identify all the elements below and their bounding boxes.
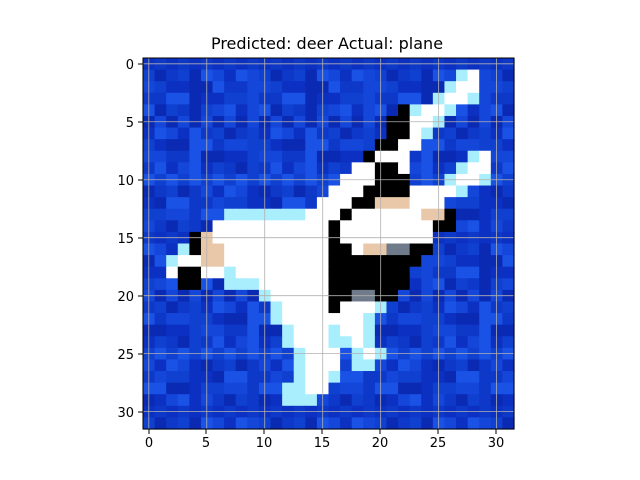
y-tick-30: 30 (117, 406, 143, 421)
y-tick-0: 0 (126, 58, 143, 73)
svg-text:20: 20 (117, 290, 134, 305)
svg-text:5: 5 (202, 436, 210, 451)
svg-text:15: 15 (117, 232, 134, 247)
x-tick-5: 5 (202, 429, 210, 451)
y-tick-25: 25 (117, 348, 143, 363)
x-axis: 0 5 10 15 20 25 30 (145, 429, 504, 451)
svg-text:0: 0 (126, 58, 134, 73)
svg-text:25: 25 (430, 436, 447, 451)
svg-text:30: 30 (117, 406, 134, 421)
svg-text:30: 30 (488, 436, 505, 451)
y-tick-20: 20 (117, 290, 143, 305)
x-tick-30: 30 (488, 429, 505, 451)
axes-frame (142, 57, 515, 430)
y-tick-10: 10 (117, 174, 143, 189)
plot-title: Predicted: deer Actual: plane (211, 34, 443, 53)
image-pixels (143, 58, 515, 430)
svg-text:15: 15 (314, 436, 331, 451)
svg-text:10: 10 (256, 436, 273, 451)
grid-lines (143, 58, 514, 429)
svg-text:5: 5 (126, 116, 134, 131)
x-tick-10: 10 (256, 429, 273, 451)
svg-text:25: 25 (117, 348, 134, 363)
y-axis: 0 5 10 15 20 25 30 (117, 58, 143, 421)
x-tick-0: 0 (145, 429, 153, 451)
svg-text:10: 10 (117, 174, 134, 189)
svg-text:0: 0 (145, 436, 153, 451)
y-tick-5: 5 (126, 116, 143, 131)
x-tick-15: 15 (314, 429, 331, 451)
x-tick-20: 20 (372, 429, 389, 451)
svg-text:20: 20 (372, 436, 389, 451)
x-tick-25: 25 (430, 429, 447, 451)
y-tick-15: 15 (117, 232, 143, 247)
